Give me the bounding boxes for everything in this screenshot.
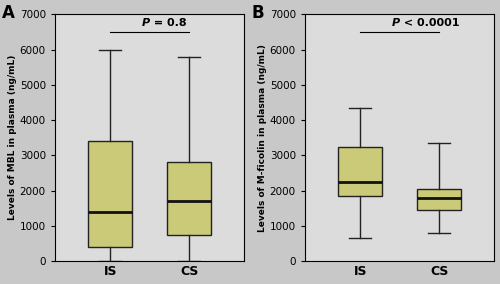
- Text: P: P: [392, 18, 400, 28]
- PathPatch shape: [88, 141, 132, 247]
- Y-axis label: Levels of M-ficolin in plasma (ng/mL): Levels of M-ficolin in plasma (ng/mL): [258, 44, 267, 232]
- Text: = 0.8: = 0.8: [150, 18, 186, 28]
- Text: A: A: [2, 5, 14, 22]
- Text: P: P: [142, 18, 150, 28]
- PathPatch shape: [168, 162, 211, 235]
- Text: < 0.0001: < 0.0001: [400, 18, 459, 28]
- PathPatch shape: [418, 189, 461, 210]
- PathPatch shape: [338, 147, 382, 196]
- Text: B: B: [252, 5, 264, 22]
- Y-axis label: Levels of MBL in plasma (ng/mL): Levels of MBL in plasma (ng/mL): [8, 55, 17, 220]
